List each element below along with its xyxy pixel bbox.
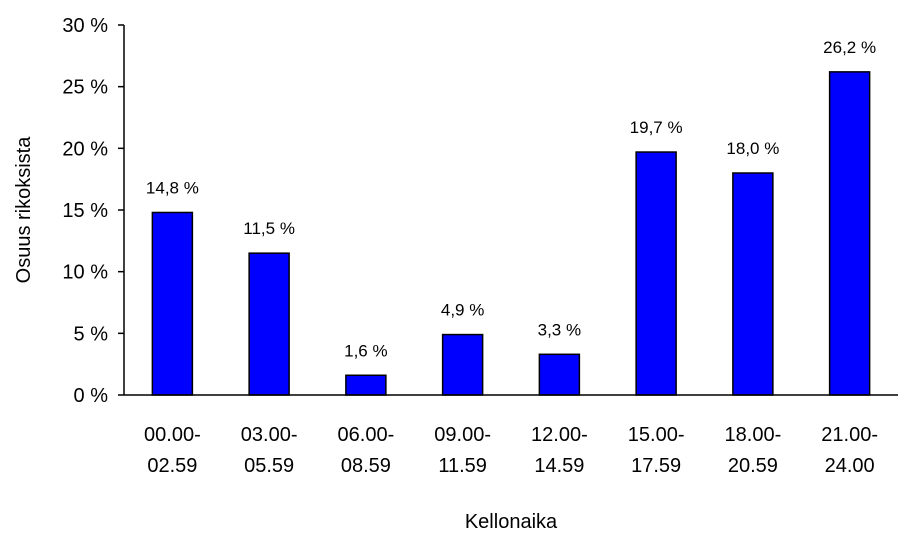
x-tick-label: 18.00- [725, 424, 782, 446]
bar-value-label: 19,7 % [630, 118, 683, 137]
bar [538, 353, 581, 396]
bar [732, 172, 774, 396]
x-tick-label: 09.00- [434, 424, 491, 446]
bar [828, 71, 871, 396]
y-tick-label: 20 % [62, 138, 108, 160]
x-tick-label: 20.59 [728, 455, 778, 477]
x-tick-label: 11.59 [438, 455, 487, 477]
bar [151, 211, 194, 396]
y-axis-title: Osuus rikoksista [13, 136, 35, 284]
y-tick-label: 30 % [62, 15, 108, 37]
x-tick-label: 14.59 [534, 455, 584, 477]
y-tick-label: 10 % [62, 262, 108, 284]
x-tick-label: 06.00- [338, 424, 395, 446]
bar-value-label: 14,8 % [146, 178, 199, 197]
x-tick-label: 24.00 [825, 455, 875, 477]
bar-value-label: 1,6 % [344, 341, 387, 360]
bar-value-label: 3,3 % [538, 320, 581, 339]
bar-value-label: 18,0 % [726, 139, 779, 158]
x-axis-tick-labels: 00.00- 02.59 03.00- 05.59 06.00- 08.59 09.00- 1… [144, 424, 878, 477]
bar [441, 333, 484, 396]
y-tick-label: 5 % [74, 323, 109, 345]
x-tick-label: 02.59 [147, 455, 197, 477]
bar-value-label: 26,2 % [823, 38, 876, 57]
x-tick-label: 15.00- [628, 424, 685, 446]
y-axis-ticks: 0 % 5 % 10 % 15 % 20 % 25 % 30 % [62, 15, 124, 407]
bar [635, 151, 677, 396]
x-tick-label: 00.00- [144, 424, 201, 446]
x-tick-label: 03.00- [241, 424, 298, 446]
x-tick-label: 05.59 [244, 455, 294, 477]
bar-value-label: 4,9 % [441, 301, 484, 320]
bar-value-label: 11,5 % [243, 219, 295, 238]
value-labels: 14,8 % 11,5 % 1,6 % 4,9 % 3,3 % 19,7 % 18,0 % 2… [146, 38, 876, 360]
x-axis-title: Kellonaika [465, 511, 558, 533]
bar [248, 252, 290, 396]
bar [345, 374, 387, 396]
x-tick-label: 17.59 [631, 455, 681, 477]
y-tick-label: 25 % [62, 77, 108, 99]
x-tick-label: 21.00- [821, 424, 878, 446]
x-tick-label: 08.59 [341, 455, 391, 477]
y-tick-label: 15 % [62, 200, 108, 222]
y-tick-label: 0 % [74, 385, 109, 407]
x-tick-label: 12.00- [531, 424, 588, 446]
